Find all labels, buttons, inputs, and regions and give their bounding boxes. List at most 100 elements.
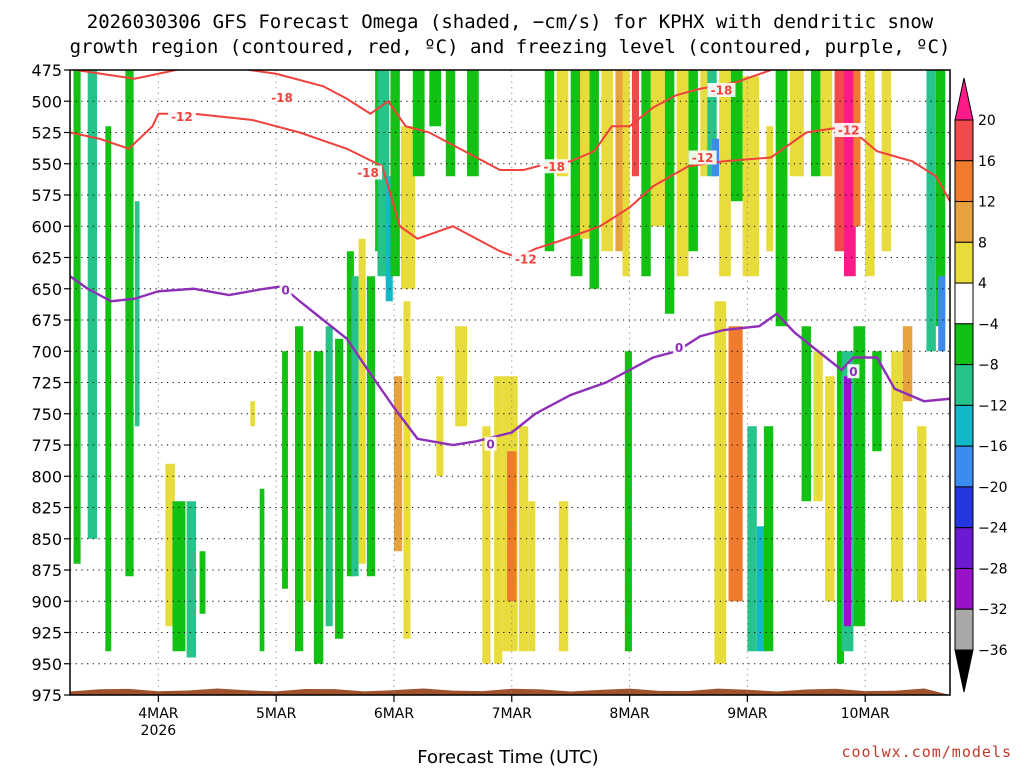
colorbar-label-3: 8 (978, 235, 987, 251)
chart-title-line-1: 2026030306 GFS Forecast Omega (shaded, −… (87, 11, 934, 33)
freezing-label-3-bg (847, 364, 860, 379)
dendritic-label-4: -12 (692, 151, 714, 165)
freezing-label-1-bg (484, 436, 497, 451)
omega-band-73 (820, 70, 833, 177)
omega-band-47 (615, 70, 623, 252)
omega-band-57 (707, 70, 717, 177)
x-tick-sublabel-0: 2026 (141, 723, 177, 739)
omega-band-41 (556, 70, 569, 177)
dendritic-contour-1 (75, 70, 772, 171)
omega-band-54 (676, 70, 689, 277)
freezing-level-line (70, 275, 950, 447)
x-tick-label-4: 8MAR (609, 706, 650, 722)
y-tick-label-775: 775 (31, 436, 62, 455)
omega-band-8 (199, 551, 206, 614)
colorbar-box-11 (954, 567, 974, 610)
colorbar-label-6: −8 (978, 358, 999, 374)
omega-band-29 (429, 70, 442, 127)
omega-band-74 (825, 376, 835, 602)
colorbar-label-5: −4 (978, 317, 999, 333)
omega-band-46 (601, 70, 614, 252)
omega-band-51 (641, 70, 651, 277)
x-tick-label-0: 4MAR (138, 706, 179, 722)
colorbar-top-arrow (954, 77, 974, 121)
omega-band-2 (105, 126, 112, 652)
dendritic-label-6: -12 (838, 124, 860, 138)
omega-band-26 (401, 126, 416, 289)
omega-band-12 (295, 326, 304, 652)
colorbar-box-9 (954, 486, 974, 529)
terrain-fill (70, 688, 950, 695)
y-tick-label-825: 825 (31, 499, 62, 518)
credit-link[interactable]: coolwx.com/models (841, 743, 1012, 761)
omega-band-68 (775, 70, 788, 327)
omega-band-81 (853, 326, 866, 627)
colorbar-label-0: 20 (978, 113, 996, 129)
freezing-label-0-bg (279, 283, 292, 297)
omega-band-30 (436, 376, 444, 477)
y-tick-label-950: 950 (31, 655, 62, 674)
dendritic-label-2: -12 (515, 252, 537, 266)
freezing-label-1: 0 (486, 437, 494, 451)
omega-band-88 (926, 70, 936, 352)
contour-labels: -12 -18 -12 -18 -12 -18 -12 -18 0 0 0 0 (167, 83, 863, 451)
omega-band-33 (467, 70, 479, 177)
omega-band-67 (766, 126, 774, 252)
omega-band-38 (518, 426, 529, 652)
dendritic-label-3: -18 (543, 160, 565, 174)
omega-band-77 (843, 70, 856, 277)
colorbar-box-12 (954, 608, 974, 651)
colorbar-bottom-arrow (954, 649, 974, 693)
omega-band-61 (714, 301, 727, 664)
colorbar-box-8 (954, 445, 974, 488)
freezing-label-2-bg (673, 340, 686, 355)
colorbar: 20 16 12 8 4 −4 −8 −12 −16 −20 −24 −28 −32 −36 (954, 77, 1008, 693)
dendritic-label-2-bg (511, 251, 540, 266)
colorbar-label-11: −28 (978, 561, 1008, 577)
colorbar-box-1 (954, 160, 974, 203)
colorbar-label-12: −32 (978, 602, 1008, 618)
dendritic-label-4-bg (688, 150, 717, 165)
omega-band-14 (313, 351, 324, 664)
colorbar-box-2 (954, 201, 974, 243)
omega-band-69 (789, 70, 804, 177)
omega-band-52 (650, 70, 665, 227)
dendritic-label-7-bg (354, 165, 383, 180)
colorbar-label-13: −36 (978, 643, 1008, 659)
omega-band-82 (865, 70, 875, 277)
omega-band-90 (938, 276, 946, 352)
y-tick-label-925: 925 (31, 624, 62, 643)
omega-band-87 (917, 426, 927, 602)
omega-band-16 (335, 338, 344, 639)
dendritic-label-5: -18 (711, 84, 733, 98)
omega-band-23 (385, 176, 393, 302)
omega-band-25 (393, 376, 403, 552)
colorbar-box-6 (954, 364, 974, 406)
colorbar-box-0 (954, 119, 974, 162)
omega-band-71 (810, 70, 821, 177)
y-tick-label-525: 525 (31, 124, 62, 143)
x-tick-label-1: 5MAR (256, 706, 297, 722)
x-axis-label: Forecast Time (UTC) (417, 747, 598, 768)
omega-band-89 (935, 70, 946, 327)
omega-band-28 (412, 70, 425, 177)
y-tick-label-575: 575 (31, 186, 62, 205)
omega-band-84 (881, 70, 892, 252)
colorbar-box-3 (954, 241, 974, 284)
terrain-surface (70, 688, 950, 695)
omega-band-4 (134, 201, 140, 427)
omega-band-79 (843, 376, 852, 627)
freezing-label-0: 0 (281, 284, 289, 298)
dendritic-label-1: -18 (271, 91, 293, 105)
freezing-label-3: 0 (849, 365, 857, 379)
y-tick-label-600: 600 (31, 217, 62, 236)
omega-band-27 (403, 301, 411, 639)
omega-band-31 (445, 70, 456, 177)
omega-band-20 (366, 276, 376, 577)
y-tick-label-475: 475 (31, 61, 62, 80)
y-tick-label-650: 650 (31, 280, 62, 299)
y-tick-label-975: 975 (31, 686, 62, 705)
omega-band-11 (282, 351, 288, 589)
dendritic-label-6-bg (834, 123, 863, 137)
